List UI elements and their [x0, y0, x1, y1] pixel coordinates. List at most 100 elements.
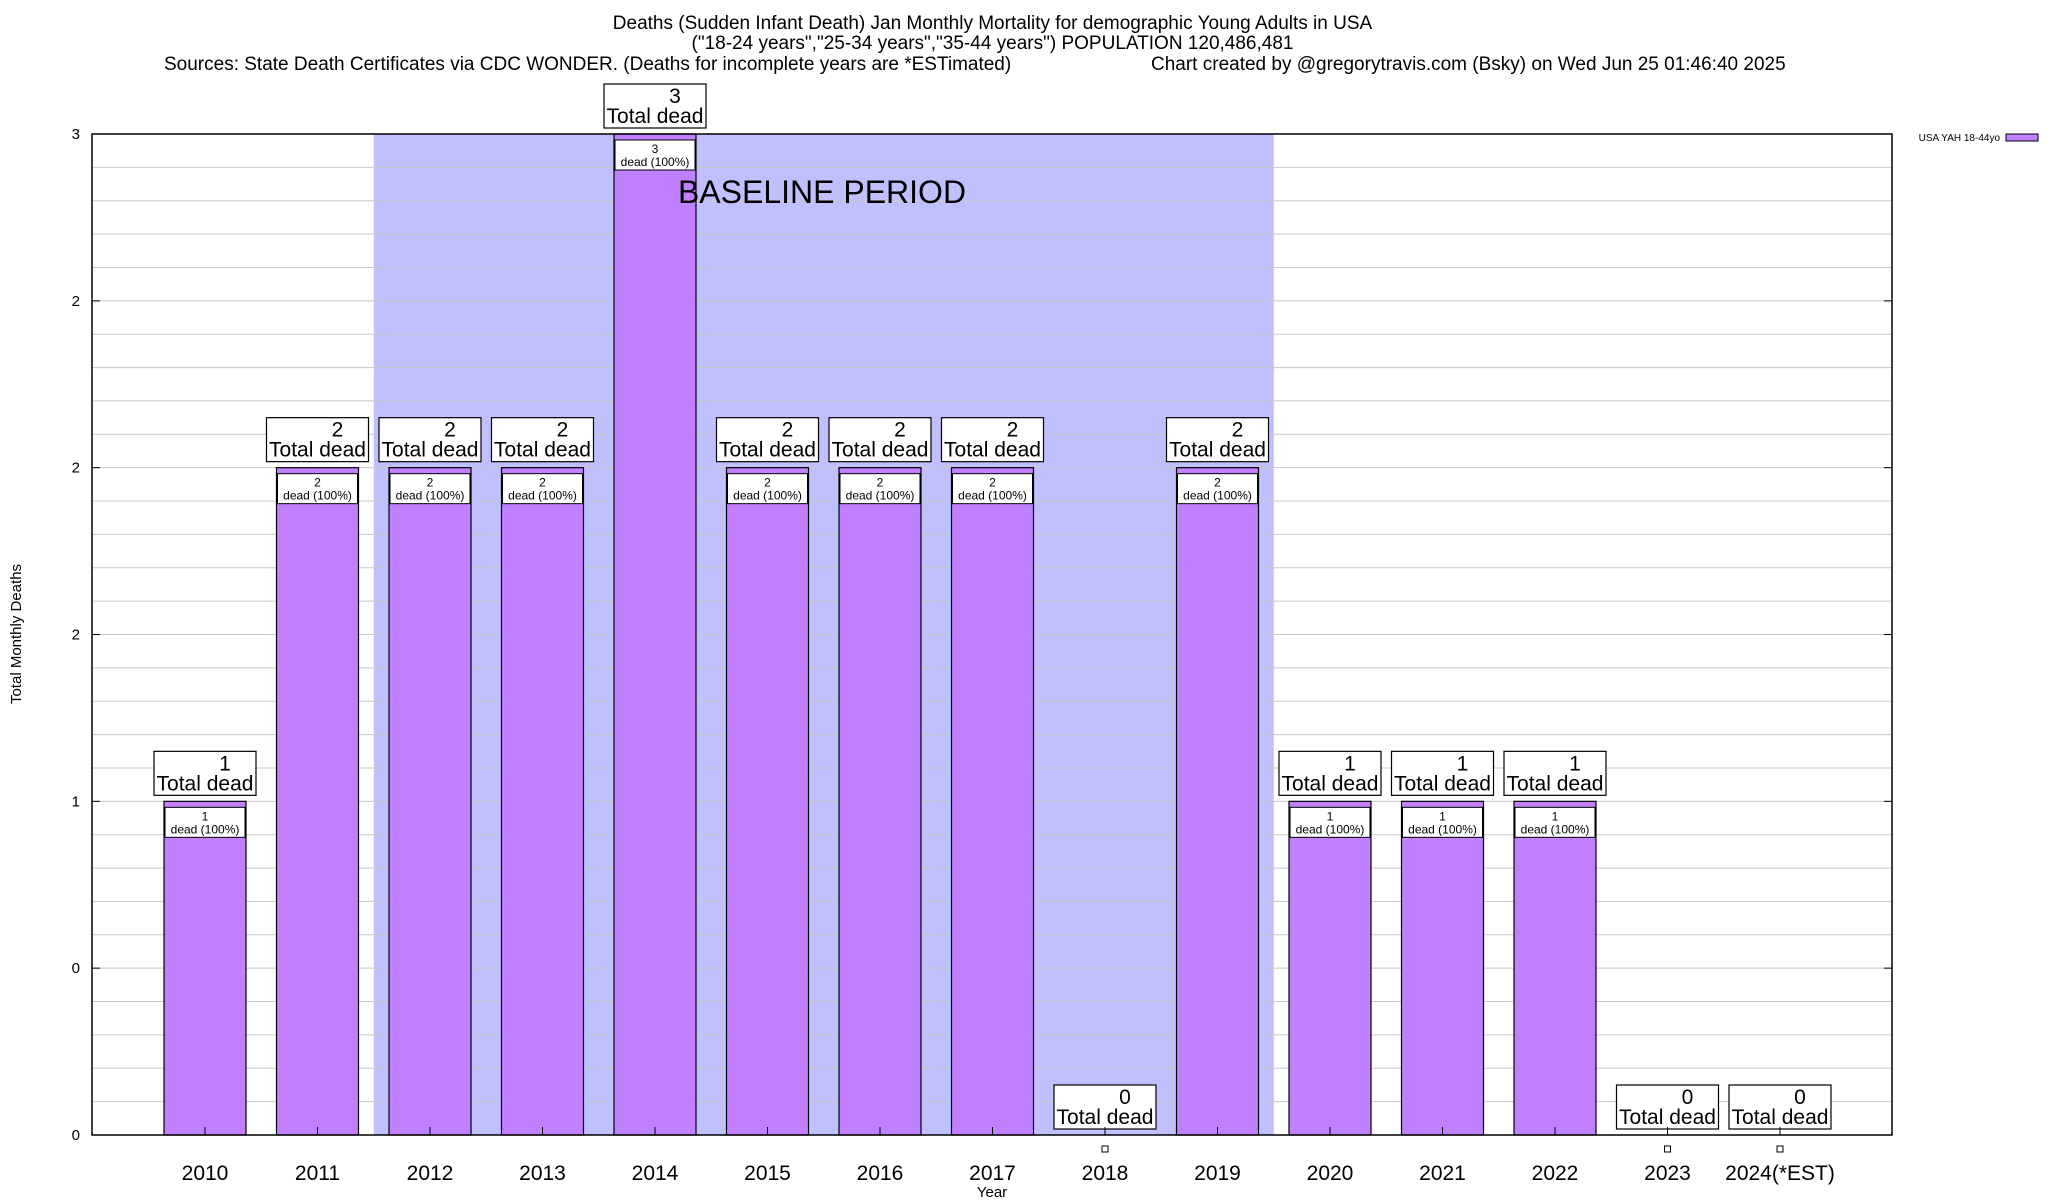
bar-total-label-box — [1165, 417, 1270, 463]
x-tick-label: 2015 — [744, 1162, 791, 1185]
bar-inner-value: 2 — [314, 476, 321, 490]
bar — [725, 467, 810, 1136]
x-tick-label: 2023 — [1644, 1162, 1691, 1185]
bar-inner-label-box — [164, 806, 246, 838]
x-tick-label: 2011 — [295, 1162, 340, 1185]
credit-text: Chart created by @gregorytravis.com (Bsk… — [1151, 54, 1786, 75]
y-tick-label: 2 — [72, 460, 80, 477]
bar-inner-value: 2 — [877, 476, 884, 490]
y-tick-label: 0 — [72, 1127, 80, 1144]
bar-total-label-box — [1615, 1084, 1720, 1130]
title-line-2: ("18-24 years","25-34 years","35-44 year… — [691, 33, 1294, 54]
x-tick-label: 2018 — [1082, 1162, 1129, 1185]
bar-inner-caption: dead (100%) — [1296, 822, 1365, 836]
bar-total-caption: Total dead — [1732, 1106, 1829, 1129]
bar-total-caption: Total dead — [1619, 1106, 1716, 1129]
bar-total-value: 2 — [1007, 419, 1019, 442]
bar-inner-label-box — [1402, 806, 1483, 838]
bar-inner-value: 3 — [652, 142, 659, 156]
bar-inner-caption: dead (100%) — [958, 489, 1027, 503]
bar-total-label-box — [378, 417, 482, 463]
baseline-period-label: BASELINE PERIOD — [678, 174, 966, 210]
bar-total-caption: Total dead — [157, 772, 254, 795]
x-tick-label: 2022 — [1532, 1162, 1579, 1185]
bar-inner-label-box — [1289, 806, 1371, 838]
x-axis-label: Year — [977, 1184, 1007, 1200]
bar — [1400, 800, 1485, 1136]
y-tick-label: 2 — [72, 627, 80, 644]
bar-inner-value: 1 — [1439, 809, 1446, 823]
bar-total-value: 0 — [1794, 1086, 1806, 1109]
bar — [163, 800, 247, 1136]
bar-inner-value: 1 — [1552, 809, 1559, 823]
x-tick-label: 2021 — [1419, 1162, 1466, 1185]
bar-inner-label-box — [277, 473, 358, 505]
bar — [950, 467, 1035, 1136]
chart-title: Deaths (Sudden Infant Death) Jan Monthly… — [0, 14, 1985, 54]
bar — [1288, 800, 1372, 1136]
bar-inner-label-box — [614, 139, 696, 171]
legend-swatch — [2005, 133, 2039, 142]
bar-total-caption: Total dead — [607, 105, 704, 128]
bar-total-label-box — [153, 750, 257, 796]
zero-marker — [1664, 1145, 1671, 1153]
bar-total-value: 1 — [1457, 752, 1469, 775]
bar-total-value: 2 — [332, 419, 344, 442]
bar-total-value: 1 — [1569, 752, 1581, 775]
x-tick-label: 2014 — [632, 1162, 679, 1185]
bar-inner-caption: dead (100%) — [508, 489, 577, 503]
bar-total-label-box — [1278, 750, 1382, 796]
bar-inner-caption: dead (100%) — [733, 489, 802, 503]
bar-total-label-box — [1390, 750, 1495, 796]
bar — [388, 467, 472, 1136]
bar-inner-label-box — [502, 473, 583, 505]
bar-total-caption: Total dead — [1507, 772, 1604, 795]
bar-total-caption: Total dead — [382, 439, 479, 462]
bar-total-value: 0 — [1682, 1086, 1694, 1109]
bar-total-label-box — [940, 417, 1045, 463]
x-tick-label: 2010 — [182, 1162, 229, 1185]
y-tick-label: 2 — [72, 293, 80, 310]
bar-total-caption: Total dead — [1282, 772, 1379, 795]
bar-total-value: 2 — [557, 419, 569, 442]
x-tick-label: 2016 — [857, 1162, 904, 1185]
bar-inner-caption: dead (100%) — [846, 489, 915, 503]
bar-total-label-box — [1728, 1084, 1832, 1130]
bar-inner-caption: dead (100%) — [621, 155, 690, 169]
bar-total-value: 2 — [894, 419, 906, 442]
bar-total-label-box — [828, 417, 932, 463]
x-tick-label: 2019 — [1194, 1162, 1241, 1185]
bar-inner-value: 1 — [202, 809, 209, 823]
bar-total-value: 2 — [444, 419, 456, 442]
y-tick-label: 3 — [72, 126, 80, 143]
bar-total-label-box — [1053, 1084, 1157, 1130]
bar-inner-caption: dead (100%) — [1183, 489, 1252, 503]
y-tick-label: 0 — [72, 960, 80, 977]
bar-inner-label-box — [389, 473, 471, 505]
bar-inner-caption: dead (100%) — [1521, 822, 1590, 836]
bar-inner-value: 2 — [539, 476, 546, 490]
bar-total-caption: Total dead — [719, 439, 816, 462]
y-axis-label: Total Monthly Deaths — [8, 564, 25, 704]
bar — [613, 133, 697, 1136]
y-tick-label: 1 — [72, 793, 80, 810]
bar-inner-value: 2 — [764, 476, 771, 490]
x-tick-label: 2013 — [519, 1162, 566, 1185]
bar-total-value: 3 — [669, 85, 681, 108]
bar-inner-caption: dead (100%) — [283, 489, 352, 503]
bar-inner-caption: dead (100%) — [1408, 822, 1477, 836]
plot-border — [91, 133, 1893, 1136]
title-line-1: Deaths (Sudden Infant Death) Jan Monthly… — [612, 13, 1373, 34]
bar — [1513, 800, 1597, 1136]
bar-inner-label-box — [1514, 806, 1596, 838]
bar-inner-value: 2 — [427, 476, 434, 490]
bar-total-caption: Total dead — [944, 439, 1041, 462]
x-tick-label: 2020 — [1307, 1162, 1354, 1185]
bar — [838, 467, 922, 1136]
bar-inner-value: 2 — [989, 476, 996, 490]
bar-inner-caption: dead (100%) — [171, 822, 240, 836]
bar-total-value: 2 — [782, 419, 794, 442]
zero-marker — [1101, 1145, 1109, 1153]
sources-text: Sources: State Death Certificates via CD… — [164, 54, 1012, 75]
bar-inner-label-box — [839, 473, 921, 505]
